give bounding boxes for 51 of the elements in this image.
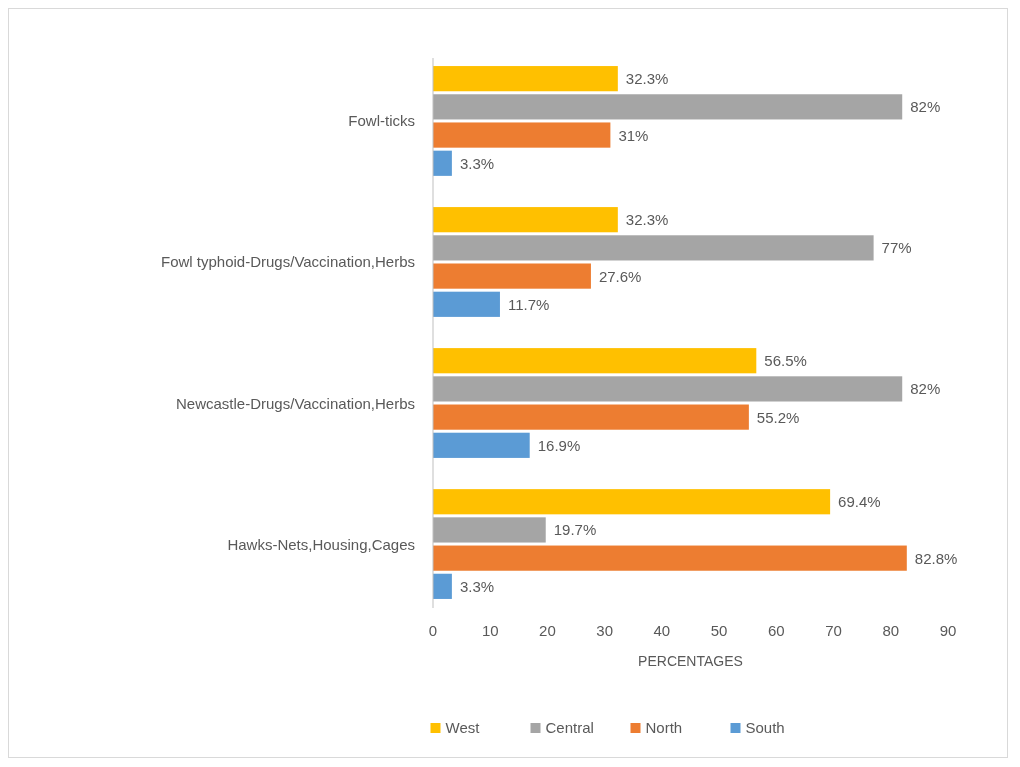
bar (433, 348, 757, 374)
data-label: 16.9% (537, 436, 581, 454)
x-tick-label: 90 (939, 622, 957, 639)
data-label: 82% (910, 98, 941, 116)
x-tick-label: 30 (596, 622, 614, 639)
bar (433, 291, 500, 317)
bar (433, 517, 546, 543)
legend-label: North (645, 719, 683, 736)
legend-label: West (445, 719, 481, 736)
data-label: 32.3% (625, 211, 669, 229)
bar (433, 263, 591, 289)
data-label: 31% (618, 126, 649, 144)
data-label: 19.7% (553, 521, 597, 539)
x-tick-label: 60 (767, 622, 785, 639)
data-label: 32.3% (625, 70, 669, 88)
bar (433, 94, 903, 120)
bar (433, 122, 611, 148)
data-label: 82.8% (914, 549, 958, 567)
data-label: 69.4% (838, 493, 881, 511)
data-label: 56.5% (764, 352, 807, 370)
data-label: 55.2% (756, 408, 800, 426)
y-tick-label: Hawks-Nets,Housing,Cages (227, 535, 415, 553)
x-tick-label: 80 (882, 622, 900, 639)
data-label: 77% (881, 239, 912, 257)
bar (433, 66, 618, 92)
data-label: 3.3% (459, 154, 495, 172)
bar (433, 376, 903, 402)
x-axis-title: PERCENTAGES (638, 653, 743, 669)
x-tick-label: 10 (481, 622, 499, 639)
data-label: 3.3% (459, 577, 495, 595)
x-tick-label: 0 (428, 622, 438, 639)
data-label: 11.7% (507, 295, 550, 313)
bar (433, 207, 618, 233)
x-tick-label: 40 (653, 622, 671, 639)
bar (433, 235, 874, 261)
data-label: 82% (910, 380, 941, 398)
bar (433, 573, 452, 599)
y-tick-label: Fowl-ticks (348, 112, 415, 130)
bar (433, 545, 907, 571)
data-label: 27.6% (598, 267, 642, 285)
bar (433, 489, 831, 515)
bar (433, 150, 452, 176)
y-tick-label: Fowl typhoid-Drugs/Vaccination,Herbs (161, 253, 415, 271)
legend-label: Central (545, 719, 594, 736)
x-tick-label: 20 (539, 622, 556, 639)
y-tick-label: Newcastle-Drugs/Vaccination,Herbs (176, 394, 415, 412)
bar (433, 432, 530, 458)
x-tick-label: 50 (710, 622, 728, 639)
bar (433, 404, 749, 430)
x-tick-label: 70 (825, 622, 842, 639)
legend-label: South (745, 719, 785, 736)
